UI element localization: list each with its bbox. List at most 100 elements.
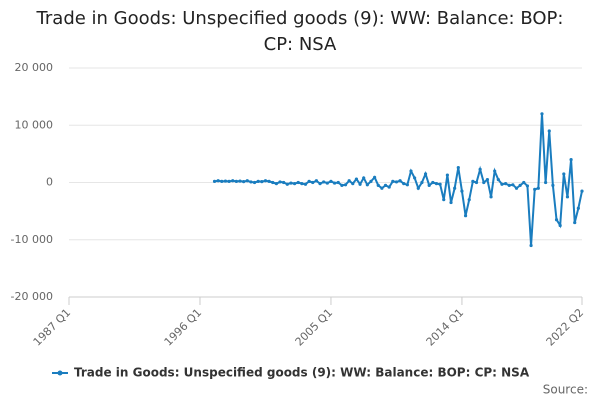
point	[340, 183, 344, 187]
x-tick-label: 1987 Q1	[31, 306, 74, 349]
point	[216, 179, 220, 183]
point	[282, 180, 286, 185]
point	[540, 112, 544, 116]
point	[234, 179, 238, 183]
chart-title: Trade in Goods: Unspecified goods (9): W…	[36, 8, 564, 55]
point	[416, 186, 420, 190]
point	[311, 180, 315, 185]
point	[576, 206, 580, 210]
point	[463, 214, 468, 218]
point	[431, 180, 435, 185]
point	[478, 167, 482, 171]
point	[369, 179, 373, 183]
x-tick-label: 2005 Q1	[293, 306, 336, 349]
point	[507, 183, 511, 187]
point	[467, 198, 471, 202]
point	[423, 172, 428, 176]
point	[558, 223, 562, 228]
point	[376, 183, 380, 187]
x-tick-label: 2022 Q2	[544, 306, 587, 349]
point	[212, 179, 217, 183]
point	[383, 183, 388, 187]
y-tick-label: -20 000	[11, 290, 53, 303]
point	[325, 181, 329, 185]
point	[358, 182, 362, 186]
point	[500, 182, 504, 186]
point	[329, 179, 333, 183]
point	[514, 186, 519, 190]
point	[318, 182, 322, 186]
point	[398, 179, 402, 183]
point	[511, 183, 515, 187]
point	[427, 183, 431, 187]
point	[420, 180, 424, 185]
point	[580, 189, 584, 193]
point	[391, 179, 395, 183]
point	[271, 180, 275, 185]
point	[231, 179, 235, 183]
x-tick-label: 2014 Q1	[424, 306, 467, 349]
point	[503, 182, 508, 186]
series-line	[214, 113, 583, 246]
point	[285, 182, 289, 186]
point	[525, 184, 530, 188]
point	[373, 175, 377, 179]
point	[493, 169, 497, 173]
point	[482, 180, 486, 185]
point	[314, 179, 319, 183]
point	[354, 177, 359, 181]
point	[380, 186, 384, 190]
point	[296, 180, 300, 185]
point	[413, 176, 417, 180]
point	[460, 189, 464, 193]
point	[496, 178, 500, 182]
point	[278, 180, 282, 184]
point	[529, 243, 533, 248]
source: Source:	[543, 383, 588, 397]
point	[409, 169, 413, 173]
point	[307, 179, 311, 183]
point	[252, 180, 257, 185]
point	[256, 179, 260, 183]
legend-label: Trade in Goods: Unspecified goods (9): W…	[74, 366, 530, 380]
point	[434, 182, 439, 186]
point	[471, 179, 475, 183]
point	[536, 186, 540, 190]
point	[449, 200, 453, 205]
point	[300, 182, 304, 186]
y-tick-label: 0	[46, 176, 53, 189]
point	[332, 181, 337, 185]
point	[292, 182, 297, 186]
point	[303, 182, 308, 186]
point	[442, 198, 446, 202]
point	[453, 186, 457, 190]
point	[336, 180, 340, 185]
point	[245, 179, 249, 183]
point	[249, 180, 253, 184]
point	[263, 179, 268, 183]
point	[569, 158, 573, 162]
y-tick-label: 10 000	[15, 118, 54, 131]
point	[347, 179, 351, 183]
point	[533, 187, 537, 191]
point	[402, 182, 406, 186]
point	[322, 180, 326, 184]
point	[238, 179, 242, 183]
point	[362, 176, 366, 180]
point	[227, 179, 231, 183]
point	[474, 180, 479, 185]
point	[565, 195, 570, 199]
point	[260, 180, 264, 184]
legend-marker	[57, 370, 63, 376]
point	[551, 183, 555, 187]
point	[267, 179, 271, 183]
point	[562, 172, 566, 176]
point	[289, 181, 293, 185]
point	[522, 180, 526, 185]
x-tick-label: 1996 Q1	[162, 306, 205, 349]
point	[518, 183, 522, 187]
point	[223, 179, 228, 183]
point	[489, 195, 493, 199]
